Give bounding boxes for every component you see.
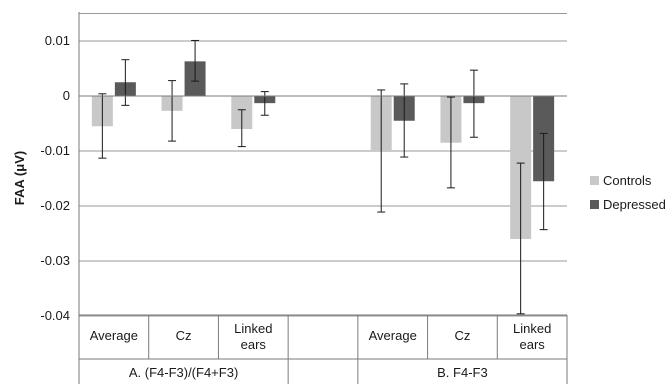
category-label: Average <box>369 328 417 343</box>
category-label: Linked <box>513 321 551 336</box>
category-label: Average <box>90 328 138 343</box>
error-bars <box>98 39 548 315</box>
y-tick-label: 0 <box>63 88 70 103</box>
category-label: Cz <box>454 328 470 343</box>
y-tick-labels: 0.01 0 -0.01 -0.02 -0.03 -0.04 <box>40 33 70 323</box>
legend-swatch-depressed <box>590 200 599 209</box>
category-label: ears <box>519 337 545 352</box>
group-labels: A. (F4-F3)/(F4+F3) B. F4-F3 <box>129 365 488 380</box>
category-label: Linked <box>234 321 272 336</box>
category-label: ears <box>241 337 267 352</box>
legend-swatch-controls <box>590 176 599 185</box>
bars <box>91 61 555 239</box>
legend-label-depressed: Depressed <box>603 197 666 212</box>
category-label: Cz <box>176 328 192 343</box>
y-axis-label: FAA (μV) <box>12 151 27 205</box>
axes <box>78 12 568 384</box>
y-tick-label: -0.04 <box>40 308 70 323</box>
y-tick-label: -0.03 <box>40 253 70 268</box>
group-label: A. (F4-F3)/(F4+F3) <box>129 365 238 380</box>
group-label: B. F4-F3 <box>437 365 488 380</box>
legend-label-controls: Controls <box>603 173 652 188</box>
gridlines <box>79 13 567 317</box>
y-tick-label: 0.01 <box>45 33 70 48</box>
legend: Controls Depressed <box>590 173 666 212</box>
y-tick-label: -0.01 <box>40 143 70 158</box>
y-tick-label: -0.02 <box>40 198 70 213</box>
